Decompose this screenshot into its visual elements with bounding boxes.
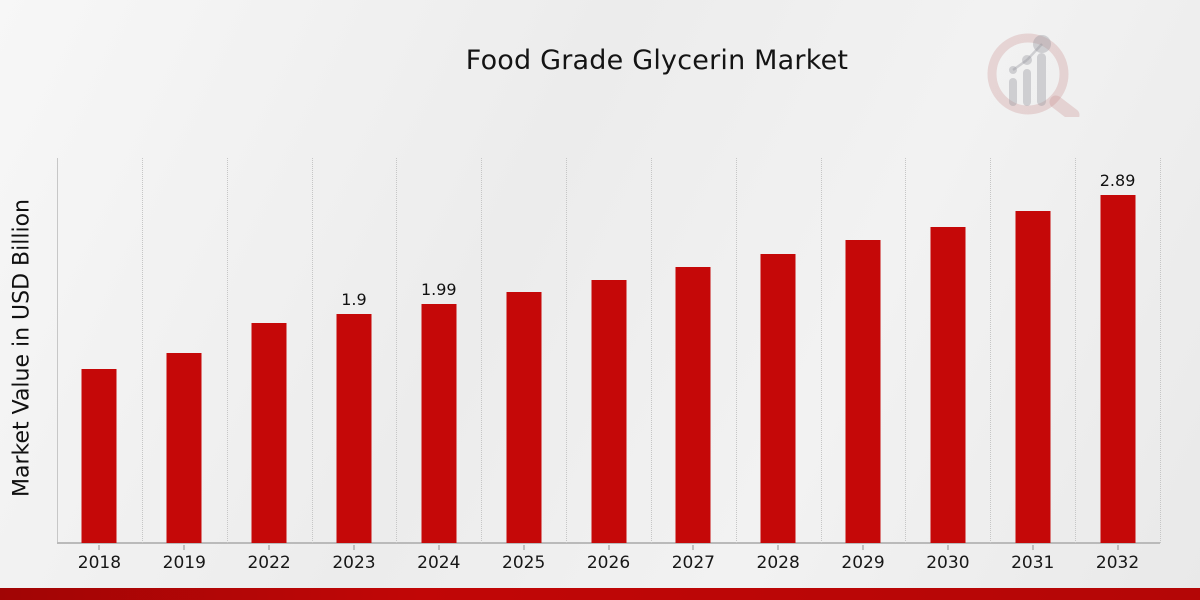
gridline bbox=[1075, 158, 1077, 543]
axis-tick bbox=[947, 545, 949, 550]
bar-2031 bbox=[1015, 210, 1051, 543]
bar-2032 bbox=[1100, 195, 1136, 543]
gridline bbox=[650, 158, 652, 543]
bar-value-label: 2.89 bbox=[1099, 171, 1136, 191]
gridline bbox=[820, 158, 822, 543]
axis-tick bbox=[523, 545, 525, 550]
gridline bbox=[905, 158, 907, 543]
gridline bbox=[990, 158, 992, 543]
bar-2026 bbox=[591, 279, 626, 543]
plot-area: 1.9 1.99 2.89 bbox=[57, 158, 1161, 544]
x-tick-label: 2018 bbox=[77, 553, 122, 573]
x-tick-label: 2027 bbox=[671, 553, 715, 573]
bar-2024 bbox=[421, 303, 457, 543]
x-tick-label: 2029 bbox=[841, 553, 885, 573]
axis-tick bbox=[692, 545, 694, 550]
gridline bbox=[735, 158, 737, 543]
x-tick-label: 2025 bbox=[502, 553, 546, 573]
axis-tick bbox=[98, 545, 100, 550]
x-tick-label: 2031 bbox=[1011, 553, 1055, 573]
axis-tick bbox=[438, 545, 440, 550]
bar-2018 bbox=[81, 368, 117, 543]
axis-tick bbox=[1032, 545, 1034, 550]
y-axis-title: Market Value in USD Billion bbox=[9, 198, 35, 498]
x-axis-line bbox=[57, 542, 1160, 544]
axis-tick bbox=[608, 545, 609, 550]
x-tick-label: 2023 bbox=[332, 553, 376, 573]
magnifier-icon bbox=[987, 33, 1080, 117]
bar-2030 bbox=[930, 226, 966, 543]
axis-tick bbox=[862, 545, 864, 550]
x-tick-label: 2030 bbox=[926, 553, 970, 573]
axis-tick bbox=[268, 545, 270, 550]
brand-logo-watermark bbox=[987, 33, 1080, 117]
gridline bbox=[396, 158, 398, 543]
x-tick-label: 2032 bbox=[1095, 553, 1140, 573]
gridline bbox=[311, 158, 313, 543]
bar-value-label: 1.99 bbox=[420, 279, 457, 299]
gridline bbox=[481, 158, 483, 543]
axis-tick bbox=[1117, 545, 1119, 550]
x-tick-label: 2024 bbox=[417, 553, 461, 573]
x-tick-label: 2026 bbox=[586, 553, 631, 573]
bar-chart-icon bbox=[1009, 35, 1051, 106]
bar-2028 bbox=[760, 254, 796, 543]
gridline bbox=[141, 158, 143, 543]
x-tick-label: 2022 bbox=[247, 553, 291, 573]
bottom-accent-strip bbox=[0, 588, 1200, 600]
bar-2022 bbox=[251, 322, 287, 543]
chart-title: Food Grade Glycerin Market bbox=[465, 45, 849, 76]
y-axis-line bbox=[57, 158, 58, 543]
axis-tick bbox=[353, 545, 355, 550]
bar-2029 bbox=[845, 239, 881, 543]
gridline bbox=[566, 158, 568, 543]
gridline bbox=[226, 158, 228, 543]
axis-tick bbox=[777, 545, 779, 550]
bar-2027 bbox=[675, 267, 711, 543]
axis-tick bbox=[183, 545, 185, 550]
x-tick-label: 2028 bbox=[756, 553, 800, 573]
x-axis-labels-row: 2018 2019 2022 2023 2024 2025 2026 2027 2028 2029… bbox=[57, 543, 1160, 585]
bar-2025 bbox=[506, 291, 542, 543]
x-tick-label: 2019 bbox=[162, 553, 206, 573]
bar-2023 bbox=[336, 314, 372, 543]
gridline bbox=[1160, 158, 1161, 543]
bar-2019 bbox=[166, 352, 202, 543]
bar-value-label: 1.9 bbox=[341, 290, 367, 310]
